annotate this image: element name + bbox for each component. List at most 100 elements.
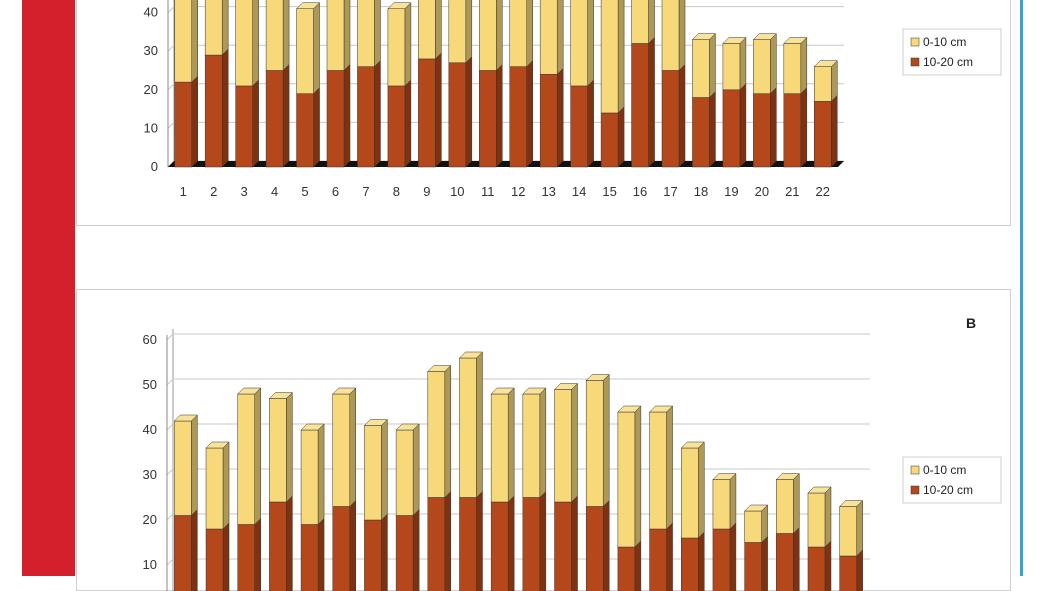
bar-segment-10-20cm [632,37,655,167]
x-tick-label: 17 [663,184,677,199]
bar-front [479,71,496,168]
bar-segment-0-10cm [784,37,807,93]
x-tick-label: 1 [180,184,187,199]
bar-side [405,80,411,167]
bar-front [632,0,649,43]
gridline-diagonal [167,334,173,340]
bar-segment-0-10cm [586,375,609,507]
legend-label: 0-10 cm [923,35,966,49]
bar-side [635,541,641,591]
bar-front [238,394,255,525]
bar-side [283,0,289,70]
bar-front [840,507,857,557]
bar-front [459,498,476,591]
bar-side [825,487,831,547]
bar-front [510,67,527,167]
bar-front [396,430,413,516]
bar-front [175,0,192,82]
bar-front [776,534,793,591]
bar-side [223,523,229,591]
bar-segment-0-10cm [840,501,863,557]
bar-segment-10-20cm [491,496,514,591]
bar-segment-10-20cm [681,532,704,591]
y-tick-label: 40 [143,422,157,437]
bar-front [364,520,381,591]
bar-side [540,388,546,498]
bar-side [253,80,259,167]
bar-segment-0-10cm [713,474,736,530]
bar-front [491,502,508,591]
bar-side [191,510,197,591]
bar-side [192,76,198,167]
bar-segment-0-10cm [555,384,578,503]
bar-side [588,0,594,86]
bar-side [698,532,704,591]
bar-side [496,65,502,168]
bar-side [466,57,472,167]
bar-segment-0-10cm [540,0,563,74]
legend-label: 10-20 cm [923,483,973,497]
bar-front [808,547,825,591]
bar-segment-10-20cm [776,528,799,591]
bar-segment-0-10cm [491,388,514,502]
bar-front [601,113,618,167]
bar-side [527,61,533,167]
y-tick-label: 30 [144,43,158,58]
bar-segment-0-10cm [266,0,289,70]
bar-segment-10-20cm [174,510,197,591]
bar-front [681,448,698,538]
y-tick-label: 50 [143,377,157,392]
bar-side [413,424,419,516]
legend-label: 10-20 cm [923,55,973,69]
bar-front [297,94,314,167]
x-tick-label: 18 [694,184,708,199]
bar-segment-10-20cm [745,537,768,591]
bar-segment-10-20cm [510,61,533,167]
bar-segment-10-20cm [479,65,502,168]
gridline-diagonal [167,469,173,475]
bar-front [523,498,540,591]
bar-segment-10-20cm [301,519,324,591]
bars [174,352,862,591]
bar-front [236,0,253,86]
bar-front [618,547,635,591]
bar-side [730,523,736,591]
bar-front [692,40,709,98]
y-tick-label: 30 [143,467,157,482]
bar-side [572,384,578,503]
bar-front [753,40,770,94]
bar-front [238,525,255,591]
bar-side [255,388,261,525]
bar-segment-10-20cm [269,496,292,591]
bar-segment-0-10cm [681,442,704,538]
bar-side [740,84,746,167]
bar-segment-0-10cm [449,0,472,63]
bar-side [667,406,673,529]
y-tick-label: 10 [143,557,157,572]
x-tick-label: 16 [633,184,647,199]
bar-segment-10-20cm [327,65,350,168]
bar-segment-10-20cm [459,492,482,591]
bar-front [571,86,588,167]
bar-segment-10-20cm [236,80,259,167]
bar-front [449,63,466,167]
bar-segment-10-20cm [206,523,229,591]
bar-segment-0-10cm [571,0,594,86]
bar-front [840,556,857,591]
bar-front [205,0,222,55]
left-accent-bar [22,0,75,576]
gridline-diagonal [168,84,174,90]
bar-front [662,71,679,168]
bar-side [770,88,776,167]
bar-segment-0-10cm [174,415,197,516]
bar-segment-10-20cm [650,523,673,591]
bar-side [557,68,563,167]
bar-side [603,375,609,507]
x-tick-label: 3 [241,184,248,199]
bar-segment-10-20cm [396,510,419,591]
bar-front [555,502,572,591]
bar-side [435,0,441,59]
bar-side [253,0,259,86]
